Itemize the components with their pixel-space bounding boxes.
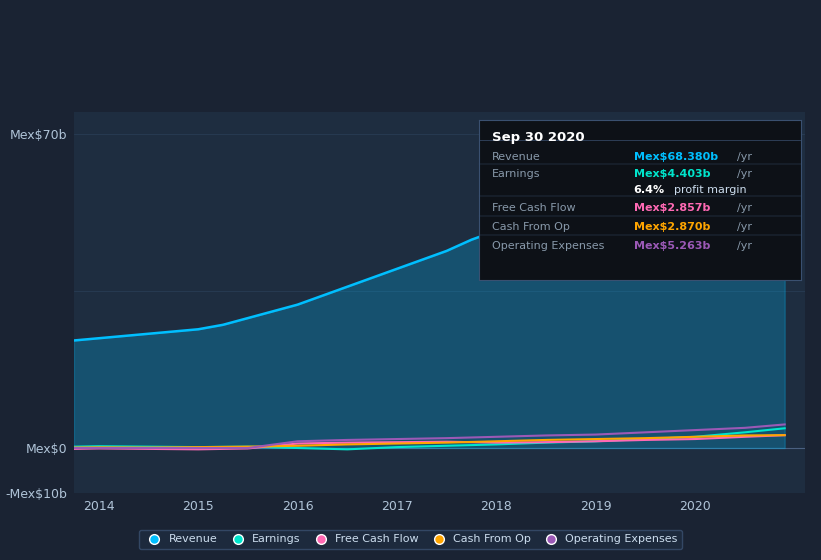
Text: Mex$4.403b: Mex$4.403b <box>634 169 710 179</box>
Legend: Revenue, Earnings, Free Cash Flow, Cash From Op, Operating Expenses: Revenue, Earnings, Free Cash Flow, Cash … <box>139 530 682 549</box>
Text: Earnings: Earnings <box>493 169 541 179</box>
Text: Free Cash Flow: Free Cash Flow <box>493 203 576 213</box>
Text: Operating Expenses: Operating Expenses <box>493 241 604 251</box>
Text: profit margin: profit margin <box>674 185 746 195</box>
Text: Mex$5.263b: Mex$5.263b <box>634 241 710 251</box>
Text: /yr: /yr <box>736 169 752 179</box>
Text: Revenue: Revenue <box>493 152 541 162</box>
Text: Mex$68.380b: Mex$68.380b <box>634 152 718 162</box>
Text: Mex$2.857b: Mex$2.857b <box>634 203 710 213</box>
Text: Mex$2.870b: Mex$2.870b <box>634 222 710 232</box>
Text: /yr: /yr <box>736 152 752 162</box>
Text: Cash From Op: Cash From Op <box>493 222 570 232</box>
Text: 6.4%: 6.4% <box>634 185 665 195</box>
Text: /yr: /yr <box>736 222 752 232</box>
Text: /yr: /yr <box>736 241 752 251</box>
Text: Sep 30 2020: Sep 30 2020 <box>493 131 585 144</box>
Text: /yr: /yr <box>736 203 752 213</box>
